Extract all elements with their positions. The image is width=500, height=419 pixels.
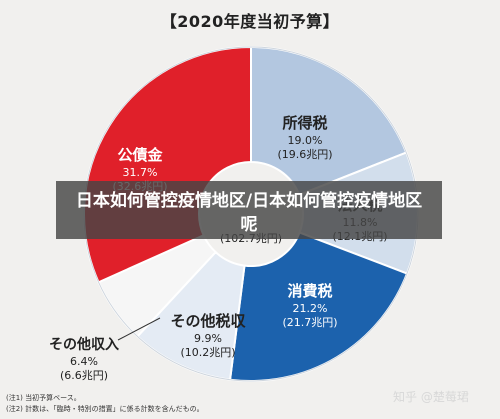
slice-amount-label: (6.6兆円) [60,369,108,382]
slice-name-label: その他収入 [49,336,119,353]
slice-name-label: 公債金 [117,146,163,164]
leader-line [117,317,161,341]
slice-pct-label: 6.4% [70,355,98,368]
note-2: (注2) 計数は、「臨時・特別の措置」に係る計数を含んだもの。 [6,405,204,413]
slice-pct-label: 31.7% [123,166,158,179]
slice-name-label: 消費税 [287,282,332,300]
note-1: (注1) 当初予算ベース。 [6,394,81,402]
slice-pct-label: 9.9% [194,332,222,345]
slice-pct-label: 19.0% [288,134,323,147]
slice-amount-label: (10.2兆円) [180,346,235,359]
overlay-banner: 日本如何管控疫情地区/日本如何管控疫情地区呢 [56,181,442,239]
slice-pct-label: 21.2% [293,302,328,315]
slice-amount-label: (19.6兆円) [277,148,332,161]
slice-name-label: その他税収 [170,312,246,330]
pie-slice [83,45,252,284]
overlay-banner-text: 日本如何管控疫情地区/日本如何管控疫情地区呢 [75,190,423,235]
chart-title: 【2020年度当初予算】 [160,12,340,31]
watermark: 知乎 @楚莓珺 [393,390,469,404]
slice-amount-label: (21.7兆円) [282,316,337,329]
slice-name-label: 所得税 [282,114,327,132]
